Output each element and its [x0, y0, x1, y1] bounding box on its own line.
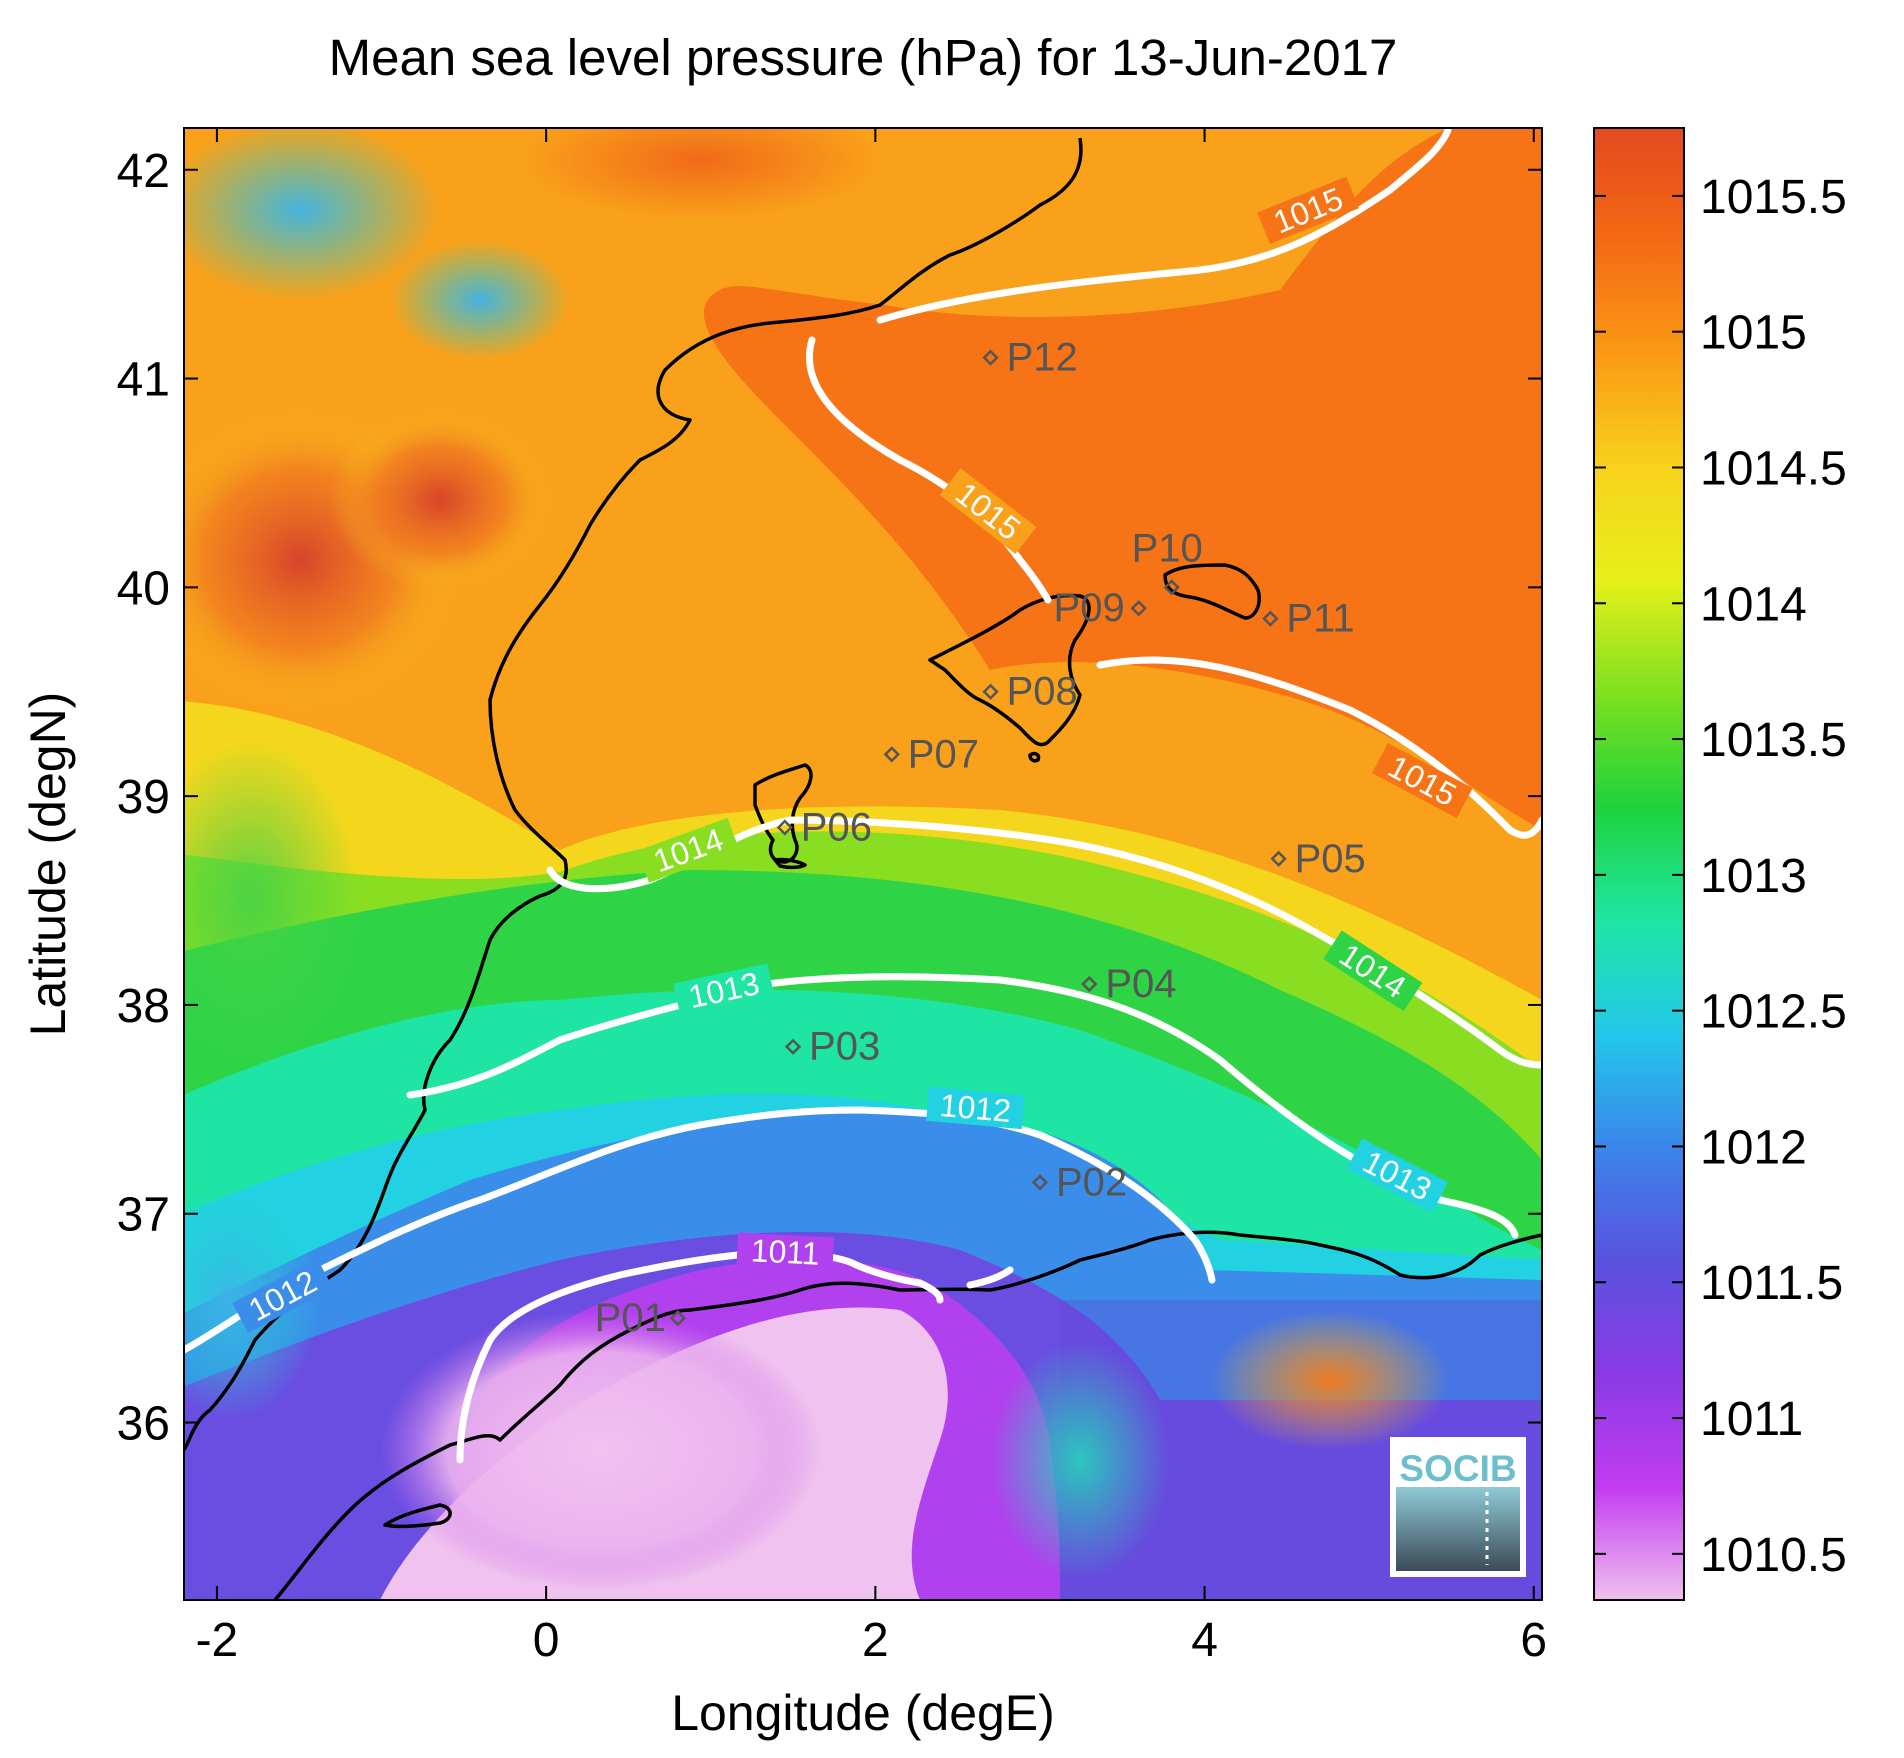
colorbar-tick-label: 1013 [1700, 850, 1807, 903]
isobar-label-1012-b: 1012 [938, 1087, 1012, 1129]
station-marker [669, 1309, 686, 1327]
y-tick-label: 36 [117, 1398, 170, 1451]
colorbar-tick-label: 1014.5 [1700, 442, 1847, 495]
station-marker [982, 349, 999, 366]
station-label: P09 [1054, 586, 1125, 630]
y-tick-label: 39 [117, 771, 170, 824]
station-label: P02 [1056, 1160, 1127, 1204]
station-marker [883, 746, 900, 763]
logo-text: SOCIB [1399, 1448, 1516, 1489]
colorbar-tick-label: 1012 [1700, 1121, 1807, 1174]
station-p04: P04 [1081, 962, 1177, 1006]
station-label: P12 [1007, 336, 1078, 380]
colorbar-tick-label: 1013.5 [1700, 714, 1847, 767]
label-1012-b: 1012 [926, 1086, 1025, 1130]
station-p05: P05 [1270, 837, 1366, 881]
station-p02: P02 [1031, 1160, 1127, 1204]
y-axis-label: Latitude (degN) [20, 692, 76, 1037]
station-p08: P08 [982, 670, 1078, 714]
colorbar-tick-label: 1015.5 [1700, 171, 1847, 224]
colorbar-ticks: 1010.5 1011 1011.5 1012 1012.5 1013 1013.5 1014… [1594, 171, 1847, 1582]
x-tick-label: 2 [862, 1614, 889, 1667]
plot-frame [183, 127, 1543, 1601]
station-p03: P03 [784, 1025, 880, 1069]
label-1011-a: 1011 [736, 1232, 835, 1272]
station-p06: P06 [776, 805, 872, 849]
coastline-formentera [773, 857, 807, 870]
coastline-iberia [184, 137, 1083, 1451]
colorbar-tick-label: 1011 [1700, 1393, 1803, 1446]
socib-logo: SOCIB [1390, 1437, 1526, 1577]
coastline-menorca [1163, 563, 1261, 620]
station-label: P01 [595, 1296, 666, 1340]
station-p07: P07 [883, 732, 979, 776]
y-tick-label: 40 [117, 562, 170, 615]
station-marker [1031, 1174, 1049, 1191]
colorbar-tick-label: 1011.5 [1700, 1257, 1843, 1310]
station-marker [982, 683, 999, 700]
station-label: P04 [1105, 962, 1176, 1006]
station-marker [784, 1038, 802, 1055]
chart-title: Mean sea level pressure (hPa) for 13-Jun… [329, 29, 1398, 86]
station-label: P03 [809, 1025, 880, 1069]
colorbar-tick-label: 1012.5 [1700, 986, 1847, 1039]
y-axis: 36 37 38 39 40 41 42 [117, 145, 1542, 1451]
isobar-1015-main [805, 336, 1542, 839]
station-marker [1081, 975, 1098, 993]
coastline-cabrera [1028, 751, 1041, 763]
station-label: P11 [1286, 597, 1354, 641]
station-label: P08 [1007, 670, 1078, 714]
y-tick-label: 42 [117, 145, 170, 198]
coastline-africa [273, 1230, 1542, 1600]
x-tick-label: 4 [1191, 1614, 1218, 1667]
x-axis: -2 0 2 4 6 [196, 128, 1547, 1667]
station-label: P07 [908, 732, 979, 776]
station-marker [1262, 610, 1279, 627]
coastline-alboran-island [383, 1503, 452, 1529]
y-tick-label: 38 [117, 980, 170, 1033]
isobar-label-1011: 1011 [750, 1232, 821, 1272]
station-p12: P12 [982, 336, 1078, 380]
x-tick-label: 6 [1520, 1614, 1547, 1667]
isobar-1012 [184, 1106, 1216, 1354]
isobar-1011 [456, 1249, 1014, 1464]
y-tick-label: 37 [117, 1189, 170, 1242]
station-p10: P10 [1132, 526, 1203, 596]
x-tick-label: 0 [533, 1614, 560, 1667]
station-marker [1270, 850, 1287, 867]
station-p09: P09 [1054, 586, 1147, 630]
colorbar [1593, 127, 1685, 1601]
station-marker [776, 819, 793, 836]
logo-water [1396, 1487, 1520, 1571]
station-label: P06 [801, 805, 872, 849]
station-marker [1163, 579, 1180, 596]
isobar-labels: 1015 1015 1015 1014 1014 1013 [232, 176, 1473, 1334]
x-axis-label: Longitude (degE) [671, 1685, 1055, 1741]
colorbar-tick-label: 1014 [1700, 578, 1807, 631]
station-label: P05 [1295, 837, 1366, 881]
isobar-1015-north [876, 128, 1452, 324]
coastline-ibiza [753, 763, 813, 864]
pressure-field: 1015 1015 1015 1014 1014 1013 [184, 128, 1542, 1600]
x-tick-label: -2 [196, 1614, 239, 1667]
station-marker [1130, 600, 1147, 617]
station-p01: P01 [595, 1296, 686, 1340]
y-tick-label: 41 [117, 354, 170, 407]
colorbar-tick-label: 1010.5 [1700, 1529, 1847, 1582]
coastlines [184, 137, 1542, 1600]
station-label: P10 [1132, 526, 1203, 570]
colorbar-tick-label: 1015 [1700, 307, 1807, 360]
station-p11: P11 [1262, 597, 1355, 641]
coastline-mallorca [928, 593, 1091, 747]
